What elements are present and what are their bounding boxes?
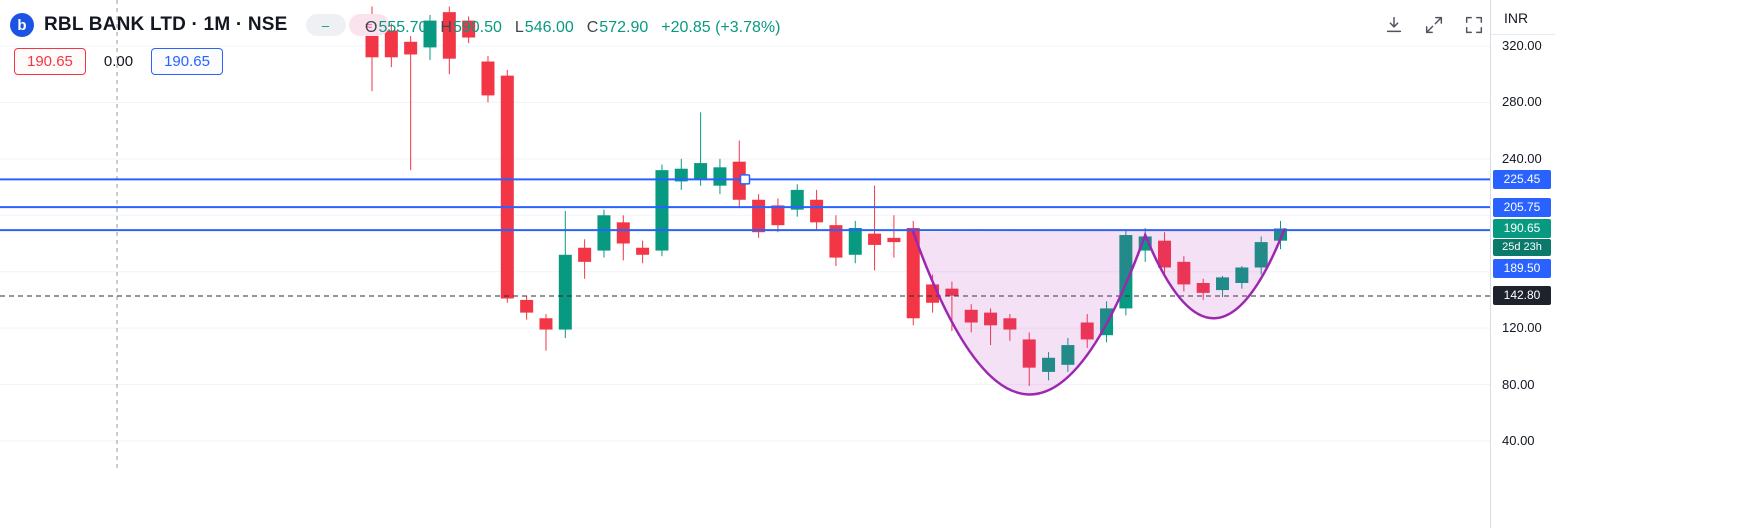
wave-icon: ≈ <box>364 17 373 33</box>
candle[interactable] <box>636 247 650 255</box>
indicator-pill-dash[interactable]: – <box>305 14 346 36</box>
axis-tick-label: 240.00 <box>1502 150 1542 166</box>
candle[interactable] <box>674 168 688 182</box>
candle[interactable] <box>810 199 824 223</box>
zero-value: 0.00 <box>103 53 134 70</box>
candle[interactable] <box>578 247 592 262</box>
current-price-badge[interactable]: 190.65 <box>1493 218 1551 238</box>
axis-tick-label: 280.00 <box>1502 94 1542 110</box>
candle[interactable] <box>752 199 766 233</box>
candle[interactable] <box>1158 240 1172 268</box>
cup-pattern-fill <box>913 229 1285 395</box>
candle[interactable] <box>442 12 456 59</box>
candle[interactable] <box>790 189 804 210</box>
candle[interactable] <box>964 309 978 323</box>
download-icon <box>1383 14 1405 36</box>
price-line-handle[interactable] <box>739 174 751 185</box>
candle[interactable] <box>1196 283 1210 293</box>
candle[interactable] <box>462 20 476 38</box>
symbol-title[interactable]: RBL BANK LTD · 1M · NSE <box>44 14 288 35</box>
candle[interactable] <box>655 170 669 251</box>
candle[interactable] <box>713 167 727 186</box>
candle[interactable] <box>1061 345 1075 365</box>
candle[interactable] <box>423 20 437 48</box>
price-line-badge[interactable]: 205.75 <box>1493 197 1551 217</box>
dash-icon: – <box>321 17 330 33</box>
fullscreen-icon <box>1463 14 1485 36</box>
header-pills: – ≈ <box>305 14 389 36</box>
open-value: O555.70 <box>365 19 428 36</box>
candle[interactable] <box>1254 242 1268 268</box>
indicator-pill-wave[interactable]: ≈ <box>348 14 389 36</box>
candle[interactable] <box>539 318 553 330</box>
candle[interactable] <box>694 163 708 179</box>
high-value: H590.50 <box>440 19 502 36</box>
axis-tick-label: 40.00 <box>1502 433 1535 448</box>
candle[interactable] <box>868 233 882 245</box>
candle[interactable] <box>1080 322 1094 340</box>
candle[interactable] <box>848 227 862 255</box>
axis-tick-label: 120.00 <box>1502 320 1542 336</box>
candle[interactable] <box>1003 318 1017 330</box>
symbol-logo[interactable]: b <box>10 13 34 37</box>
price-badges-row: 190.65 0.00 190.65 <box>14 48 223 75</box>
maximize-icon <box>1423 14 1445 36</box>
candle[interactable] <box>404 41 418 55</box>
maximize-button[interactable] <box>1418 10 1450 40</box>
change-value: +20.85 (+3.78%) <box>661 19 781 36</box>
symbol-header: b RBL BANK LTD · 1M · NSE – ≈ <box>10 13 389 37</box>
axis-tick-label: 80.00 <box>1502 376 1535 392</box>
chart-toolbar <box>1378 10 1490 40</box>
ohlc-readout: O555.70 H590.50 L546.00 C572.90 +20.85 (… <box>365 19 780 37</box>
countdown-badge[interactable]: 25d 23h <box>1493 238 1551 256</box>
dashed-level-badge[interactable]: 142.80 <box>1493 286 1551 306</box>
candle[interactable] <box>597 215 611 251</box>
low-value: L546.00 <box>514 19 574 36</box>
close-value: C572.90 <box>586 19 649 36</box>
candle[interactable] <box>1216 277 1230 291</box>
candle[interactable] <box>520 299 534 313</box>
price-line-badge[interactable]: 189.50 <box>1493 258 1551 278</box>
candle[interactable] <box>1022 339 1036 368</box>
candle[interactable] <box>616 222 630 244</box>
candle[interactable] <box>500 75 514 299</box>
candle[interactable] <box>887 237 901 243</box>
candle[interactable] <box>481 61 495 96</box>
candle[interactable] <box>1177 261 1191 285</box>
candle[interactable] <box>1042 357 1056 372</box>
fullscreen-button[interactable] <box>1458 10 1490 40</box>
blue-price-badge[interactable]: 190.65 <box>151 48 223 75</box>
candle[interactable] <box>945 288 959 296</box>
candle[interactable] <box>732 161 746 200</box>
logo-letter: b <box>17 16 27 34</box>
download-button[interactable] <box>1378 10 1410 40</box>
currency-toggle[interactable]: INR <box>1504 10 1529 26</box>
axis-tick-label: 320.00 <box>1502 38 1542 53</box>
price-line-badge[interactable]: 225.45 <box>1493 169 1551 189</box>
axis-separator <box>1491 34 1555 35</box>
price-axis[interactable]: INR 320.00 280.00 240.00 120.00 80.00 40.00 22… <box>1490 0 1748 528</box>
red-price-badge[interactable]: 190.65 <box>14 48 86 75</box>
candle[interactable] <box>558 254 572 330</box>
candle[interactable] <box>384 30 398 58</box>
candle[interactable] <box>771 205 785 226</box>
cup-pattern-curve[interactable] <box>911 228 1286 396</box>
candle[interactable] <box>829 225 843 258</box>
candle[interactable] <box>1235 267 1249 283</box>
candle[interactable] <box>984 312 998 326</box>
